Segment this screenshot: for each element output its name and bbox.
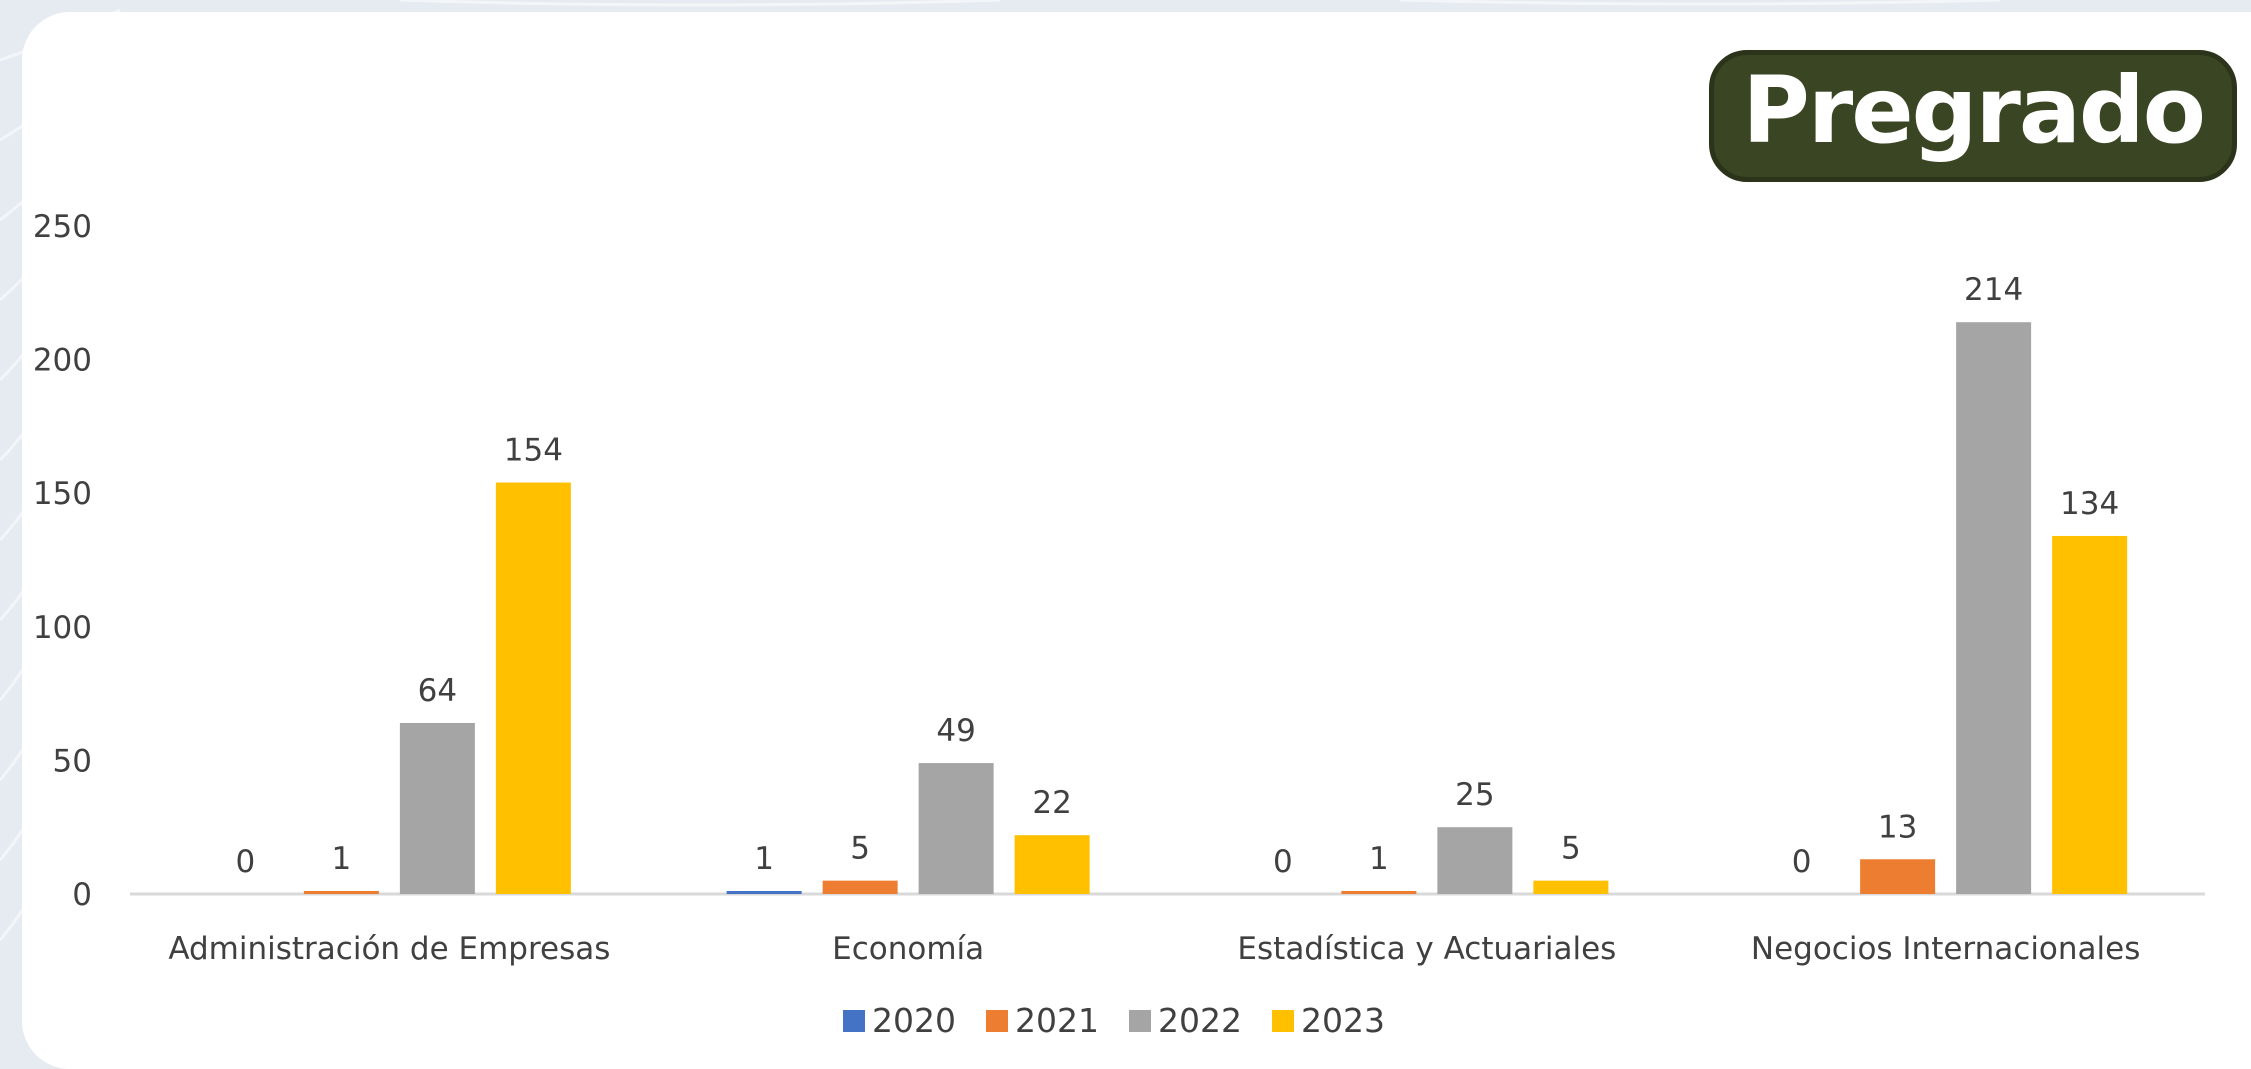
bar-2022	[399, 722, 475, 894]
y-tick-label: 100	[33, 610, 92, 646]
legend-swatch	[1272, 1010, 1294, 1032]
data-label: 0	[1273, 844, 1293, 880]
data-label: 1	[1369, 841, 1389, 877]
bar-2021	[1860, 859, 1936, 894]
legend-swatch	[986, 1010, 1008, 1032]
data-label: 5	[850, 831, 870, 867]
x-tick-label: Administración de Empresas	[168, 931, 610, 967]
data-label: 22	[1032, 785, 1071, 821]
data-label: 1	[754, 841, 774, 877]
bar-2022	[1956, 322, 2032, 894]
y-tick-label: 250	[33, 209, 92, 245]
data-label: 5	[1561, 831, 1581, 867]
x-tick-label: Negocios Internacionales	[1751, 931, 2141, 967]
legend-label: 2021	[1015, 1001, 1099, 1040]
legend-label: 2022	[1158, 1001, 1242, 1040]
y-tick-label: 200	[33, 343, 92, 379]
data-label: 0	[236, 844, 256, 880]
data-label: 49	[936, 713, 975, 749]
badge-label: Pregrado	[1742, 57, 2206, 164]
bar-2022	[1437, 827, 1513, 894]
data-label: 134	[2060, 486, 2119, 522]
bar-2023	[1014, 835, 1090, 894]
pregrado-badge: Pregrado	[1709, 50, 2237, 182]
y-tick-label: 50	[53, 743, 92, 779]
data-label: 0	[1792, 844, 1812, 880]
bar-2021	[1341, 891, 1417, 894]
y-tick-label: 0	[72, 877, 92, 913]
legend-label: 2020	[872, 1001, 956, 1040]
legend-label: 2023	[1301, 1001, 1385, 1040]
data-label: 154	[504, 433, 563, 469]
bar-2020	[726, 891, 802, 894]
x-tick-label: Economía	[832, 931, 984, 967]
legend-swatch	[843, 1010, 865, 1032]
data-label: 1	[332, 841, 352, 877]
legend-swatch	[1129, 1010, 1151, 1032]
bar-2023	[495, 482, 571, 894]
data-label: 214	[1964, 272, 2023, 308]
y-tick-label: 150	[33, 476, 92, 512]
data-label: 25	[1455, 777, 1494, 813]
bar-2023	[1533, 880, 1609, 894]
bar-2023	[2052, 535, 2128, 894]
data-label: 64	[418, 673, 457, 709]
x-tick-label: Estadística y Actuariales	[1237, 931, 1616, 967]
data-label: 13	[1878, 809, 1917, 845]
bar-2021	[822, 880, 898, 894]
bar-2021	[303, 891, 379, 894]
bar-2022	[918, 763, 994, 894]
